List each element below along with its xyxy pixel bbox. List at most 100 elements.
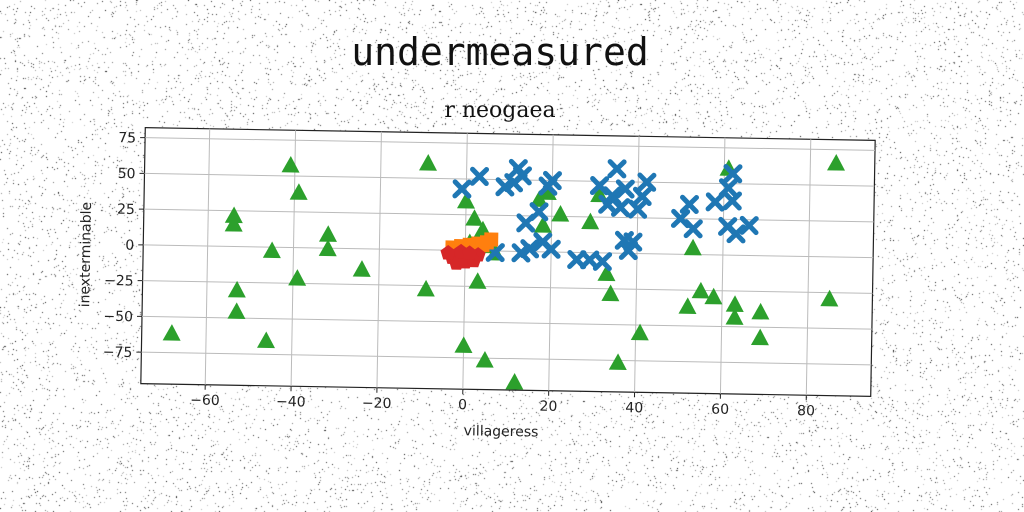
triangle-point: [454, 336, 473, 353]
triangle-point: [820, 289, 839, 307]
triangle-point: [827, 154, 845, 171]
triangle-point: [281, 155, 300, 173]
triangle-point: [551, 204, 570, 222]
triangle-point: [224, 206, 243, 224]
triangle-point: [630, 323, 649, 341]
figure-suptitle: undermeasured: [351, 30, 649, 74]
triangle-point: [704, 287, 723, 305]
triangle-point: [465, 209, 484, 226]
plot-area: [140, 127, 876, 397]
grid-line-y: [141, 351, 872, 366]
grid-line-y: [142, 280, 873, 294]
triangle-point: [224, 215, 243, 232]
x-tick-label: 20: [539, 399, 557, 415]
x-point: [683, 219, 703, 239]
chart-title: r neogaea: [444, 98, 556, 123]
x-point: [541, 239, 561, 259]
y-tick-label: 0: [125, 238, 134, 254]
triangle-point: [456, 191, 475, 209]
triangle-point: [468, 272, 487, 289]
x-point: [615, 179, 635, 199]
grid-line-y: [145, 137, 876, 151]
x-point: [567, 250, 587, 270]
triangle-point: [725, 308, 744, 325]
triangle-point: [256, 331, 275, 349]
y-tick-label: 50: [118, 166, 136, 182]
triangle-point: [227, 302, 246, 319]
triangle-point: [289, 183, 308, 200]
y-tick-label: −50: [103, 309, 133, 326]
x-tick-label: 60: [711, 402, 729, 418]
x-tick-label: −20: [362, 395, 392, 412]
triangle-point: [418, 154, 437, 171]
x-tick-label: 0: [458, 397, 467, 413]
triangle-point: [475, 351, 494, 368]
grid-line-x: [290, 130, 297, 387]
triangle-point: [683, 238, 702, 256]
grid-line-x: [376, 131, 382, 388]
y-axis-label: inexterminable: [77, 202, 95, 308]
pentagon-point: [461, 245, 478, 261]
x-point: [637, 172, 657, 192]
grid-line-y: [143, 244, 874, 259]
x-point: [511, 243, 531, 263]
x-tick-label: 80: [797, 403, 815, 419]
pentagon-point: [440, 245, 456, 260]
triangle-point: [416, 279, 435, 297]
y-tick-label: −25: [104, 273, 134, 290]
triangle-point: [601, 284, 620, 302]
triangle-point: [352, 260, 371, 277]
triangle-point: [227, 280, 246, 298]
triangle-point: [751, 302, 770, 320]
triangle-point: [581, 212, 600, 230]
axes: −60 −40 −20 0 20 40 60 80 −75 −50 −25 0 25 50 75: [103, 130, 815, 419]
x-point: [469, 166, 490, 187]
triangle-point: [530, 190, 549, 207]
x-axis-label: villageress: [464, 423, 539, 440]
y-tick-label: −75: [103, 344, 133, 361]
triangle-point: [262, 241, 281, 259]
triangle-point: [691, 281, 710, 299]
y-tick-label: 75: [118, 130, 136, 146]
x-point: [679, 194, 700, 214]
grid-line-y: [141, 315, 872, 330]
x-point: [512, 166, 533, 186]
x-point: [705, 192, 725, 212]
triangle-point: [318, 225, 337, 242]
x-point: [607, 159, 627, 179]
triangle-point: [538, 183, 557, 200]
x-point: [520, 239, 540, 259]
triangle-point: [678, 297, 697, 314]
triangle-point: [750, 328, 769, 346]
x-tick-label: −60: [190, 392, 220, 409]
triangle-point: [725, 295, 744, 312]
triangle-point: [318, 239, 337, 257]
x-tick-label: −40: [276, 394, 306, 411]
grid-line-x: [634, 136, 640, 393]
x-point: [726, 224, 746, 244]
x-point: [495, 177, 515, 197]
triangle-point: [505, 372, 524, 390]
x-point: [722, 191, 743, 211]
triangle-point: [533, 216, 552, 233]
plot-group: −60 −40 −20 0 20 40 60 80 −75 −50 −25 0 25 50 75 villa…: [77, 127, 876, 441]
x-point: [529, 202, 549, 222]
x-point: [542, 170, 562, 191]
x-point: [739, 215, 759, 236]
grid-line-x: [805, 139, 812, 396]
x-point: [618, 240, 639, 261]
grid-line-x: [204, 128, 211, 385]
x-point: [610, 197, 631, 218]
x-tick-label: 40: [625, 400, 643, 416]
triangle-point: [288, 269, 307, 286]
triangle-point: [597, 264, 616, 282]
x-point: [628, 199, 648, 219]
triangle-point: [162, 324, 181, 341]
data-points: [162, 154, 845, 390]
y-tick-label: 25: [117, 202, 135, 218]
triangle-point: [608, 353, 627, 370]
x-point: [614, 230, 634, 251]
x-point: [723, 164, 743, 184]
x-point: [592, 251, 613, 272]
